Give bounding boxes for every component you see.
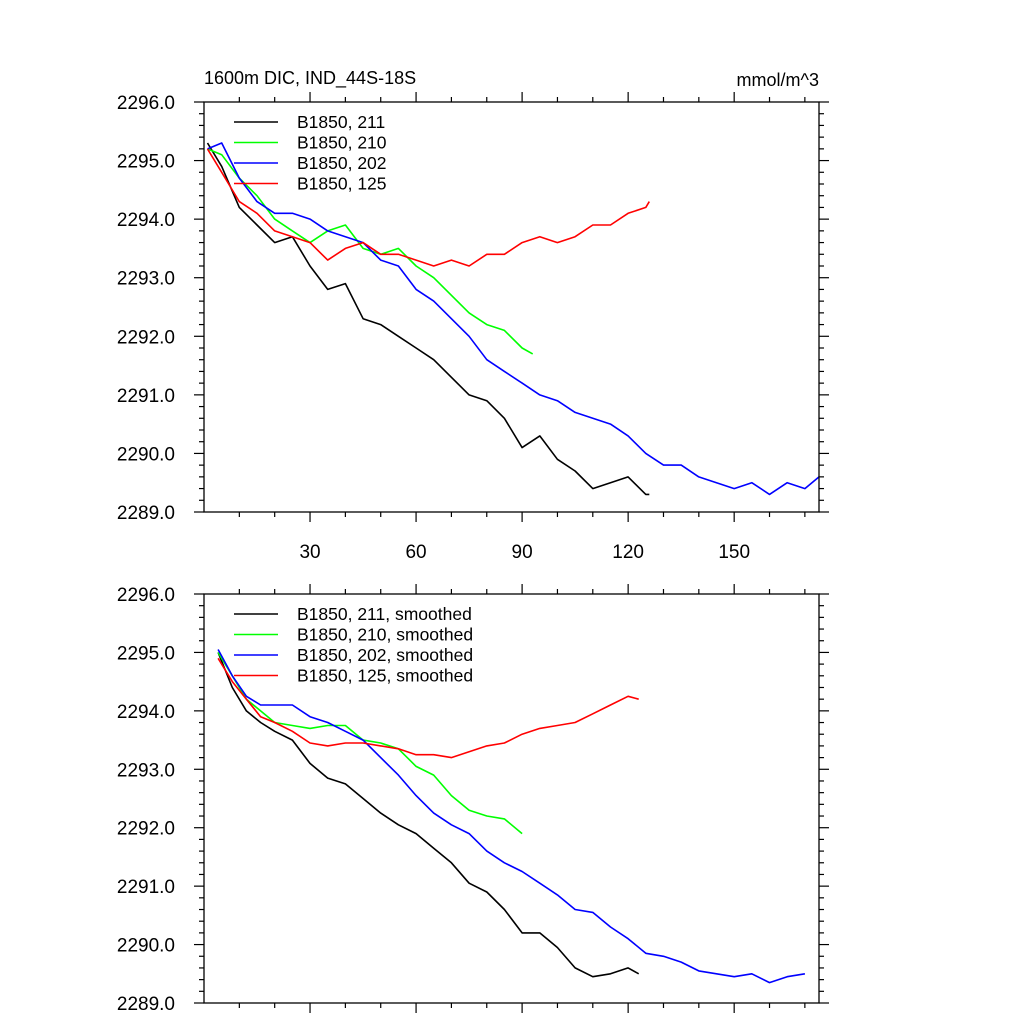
y-tick-label: 2292.0 — [117, 327, 175, 348]
y-tick-label: 2289.0 — [117, 503, 175, 524]
legend-label-3: B1850, 125 — [297, 174, 387, 194]
series-line-2 — [217, 649, 806, 984]
y-tick-label: 2291.0 — [117, 877, 175, 898]
legend-label-2: B1850, 202, smoothed — [297, 645, 473, 665]
plot-frame — [203, 101, 820, 513]
y-tick-label: 2291.0 — [117, 386, 175, 407]
y-tick-label: 2296.0 — [117, 93, 175, 114]
y-tick-label: 2293.0 — [117, 269, 175, 290]
legend-label-1: B1850, 210 — [297, 133, 387, 153]
bottom-panel-smoothed: 2289.0 2290.0 2291.0 2292.0 2293.0 2294.0 2295… — [117, 584, 829, 1015]
series-line-2 — [207, 142, 820, 496]
plot-frame — [203, 593, 820, 1004]
y-tick-label: 2294.0 — [117, 210, 175, 231]
y-tick-label: 2292.0 — [117, 819, 175, 840]
y-tick-label: 2290.0 — [117, 444, 175, 465]
series-line-3 — [217, 657, 639, 759]
y-tick-label: 2295.0 — [117, 152, 175, 173]
x-tick-label: 60 — [405, 542, 426, 563]
x-tick-label: 90 — [512, 542, 533, 563]
units-label: mmol/m^3 — [737, 70, 819, 90]
series-line-0 — [217, 652, 640, 978]
y-tick-label: 2293.0 — [117, 760, 175, 781]
chart-title: 1600m DIC, IND_44S-18S — [204, 68, 416, 89]
legend-label-2: B1850, 202 — [297, 153, 387, 173]
legend-label-3: B1850, 125, smoothed — [297, 666, 473, 686]
y-tick-label: 2296.0 — [117, 585, 175, 606]
x-tick-label: 150 — [718, 542, 750, 563]
top-panel-raw: 2289.0 2290.0 2291.0 2292.0 2293.0 2294.0 2295… — [117, 92, 829, 563]
legend-label-0: B1850, 211 — [297, 112, 385, 132]
x-tick-label: 120 — [612, 542, 644, 563]
y-tick-label: 2295.0 — [117, 643, 175, 664]
x-tick-label: 30 — [299, 542, 320, 563]
y-tick-label: 2289.0 — [117, 994, 175, 1015]
y-tick-label: 2294.0 — [117, 702, 175, 723]
series-line-3 — [206, 148, 650, 267]
legend-label-0: B1850, 211, smoothed — [297, 604, 472, 624]
y-tick-label: 2290.0 — [117, 936, 175, 957]
series-line-0 — [206, 142, 650, 496]
legend-label-1: B1850, 210, smoothed — [297, 625, 473, 645]
